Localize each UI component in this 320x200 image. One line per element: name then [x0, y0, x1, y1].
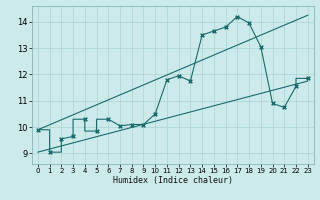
- X-axis label: Humidex (Indice chaleur): Humidex (Indice chaleur): [113, 176, 233, 185]
